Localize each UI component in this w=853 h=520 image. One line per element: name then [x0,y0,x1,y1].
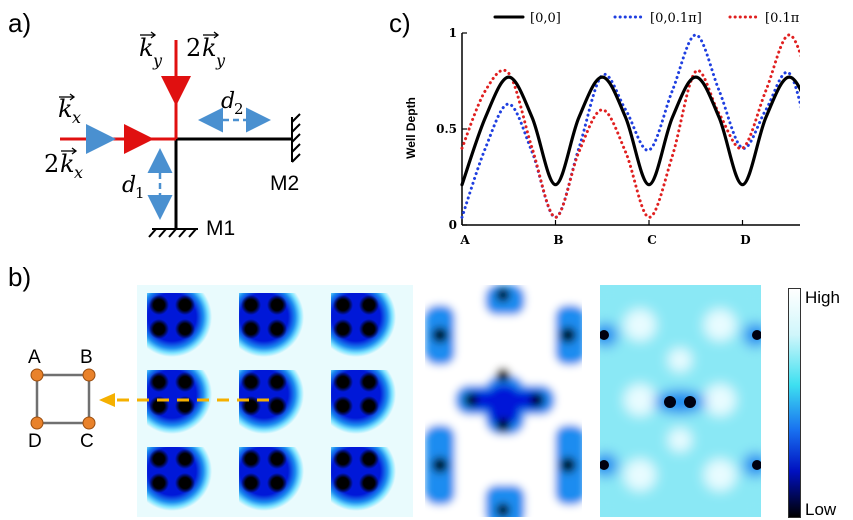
x-tick-label: A [459,233,470,247]
site-a-node [30,368,44,382]
y-tick-label: 0 [449,218,457,232]
site-a-label: A [28,347,41,368]
potential-map-2 [425,285,582,517]
legend-label-0: [0,0] [530,11,561,26]
x-tick-label: D [740,233,750,247]
interferometer-diagram: k x 2 k x k y 2 k y d 2 d 1 M2 M1 [44,31,301,240]
plaquette-diagram: A B D C [28,347,96,452]
site-b-node [82,368,96,382]
svg-text:x: x [74,163,83,182]
legend-label-2: [0.1π, 0] [765,11,800,26]
map-3-pattern [600,285,761,517]
series-line-0 [460,75,800,187]
svg-text:k: k [58,95,73,123]
svg-text:y: y [215,51,226,70]
svg-text:k: k [202,34,217,62]
svg-text:2: 2 [234,100,244,118]
svg-text:x: x [72,108,81,127]
ky-label: k y [139,31,163,70]
panel-label-a: a) [8,8,32,38]
mirror-m1 [148,228,198,238]
x-tick-label: C [647,233,657,247]
site-d-node [30,416,44,430]
kx2-label: 2 k x [44,147,83,182]
ky2-label: 2 k y [186,31,226,70]
series-line-1 [460,33,800,219]
svg-text:2: 2 [186,34,201,62]
x-tick-label: B [553,233,563,247]
svg-text:d: d [122,173,136,198]
well-depth-chart: [0,0] [0,0.1π] [0.1π, 0] Well Depth 0 0.5 1 A… [404,11,800,247]
colorbar [788,288,801,518]
colorbar-high-label: High [805,288,840,307]
svg-text:k: k [60,150,75,178]
chart-series [460,33,800,219]
potential-map-3 [600,285,761,517]
site-b-label: B [80,347,93,368]
y-tick-label: 1 [449,26,457,40]
series-line-2 [460,33,800,219]
legend-label-1: [0,0.1π] [650,11,702,26]
chart-legend: [0,0] [0,0.1π] [0.1π, 0] [493,11,800,26]
y-tick-label: 0.5 [436,122,457,136]
kx-label: k x [58,93,81,127]
site-c-label: C [80,431,94,452]
svg-text:k: k [139,34,154,62]
panel-label-b: b) [8,262,32,292]
site-c-node [82,416,96,430]
chart-ylabel: Well Depth [404,97,418,159]
svg-text:y: y [152,51,163,70]
dashed-pointer-arrow [99,393,275,407]
panel-label-c: c) [389,8,411,38]
mirror-m2 [291,113,301,163]
d1-label: d 1 [122,173,145,202]
plaquette-square [35,373,91,425]
colorbar-low-label: Low [805,500,837,519]
svg-text:2: 2 [44,150,59,178]
mirror-m1-label: M1 [206,217,235,240]
svg-text:1: 1 [135,184,145,202]
mirror-m2-label: M2 [270,172,299,195]
d2-label: d 2 [221,89,244,118]
map-2-pattern [425,285,582,517]
site-d-label: D [28,431,42,452]
svg-text:d: d [221,89,235,114]
